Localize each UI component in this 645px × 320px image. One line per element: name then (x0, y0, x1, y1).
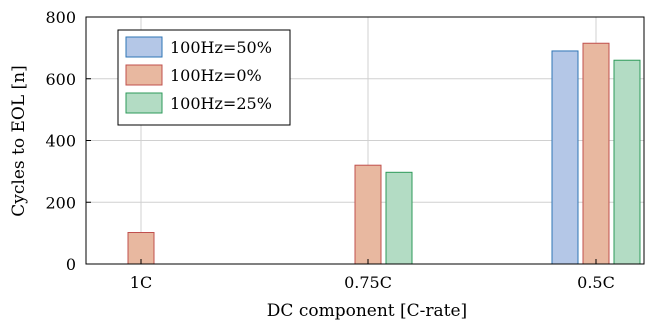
axes (85, 16, 645, 265)
legend-label: 100Hz=0% (170, 66, 262, 85)
tick-labels: 0 200 400 600 800 1C 0.75C 0.5C (45, 8, 614, 292)
x-tick-label: 1C (130, 273, 152, 292)
y-axis-label: Cycles to EOL [n] (9, 65, 29, 216)
bar-100hz-0--0-5c (582, 42, 610, 265)
y-tick-label: 200 (45, 193, 76, 212)
bar-100hz-50--0-5c (551, 50, 579, 265)
y-tick-label: 400 (45, 132, 76, 151)
legend-swatch (125, 36, 163, 58)
x-tick-label: 0.5C (577, 273, 615, 292)
bar-100hz-25--0-75c (385, 171, 413, 265)
x-axis-label: DC component [C-rate] (267, 301, 467, 320)
legend-swatch (125, 64, 163, 86)
y-tick-label: 800 (45, 8, 76, 27)
legend-label: 100Hz=25% (170, 94, 272, 113)
legend: 100Hz=50% 100Hz=0% 100Hz=25% (117, 29, 291, 126)
bar-100hz-0--0-75c (354, 164, 382, 265)
y-tick-label: 0 (66, 255, 76, 274)
legend-label: 100Hz=50% (170, 38, 272, 57)
legend-swatch (125, 92, 163, 114)
bars (127, 42, 641, 265)
plot-frame (85, 16, 645, 265)
bar-100hz-25--0-5c (613, 59, 641, 265)
y-tick-label: 600 (45, 70, 76, 89)
x-tick-label: 0.75C (344, 273, 392, 292)
